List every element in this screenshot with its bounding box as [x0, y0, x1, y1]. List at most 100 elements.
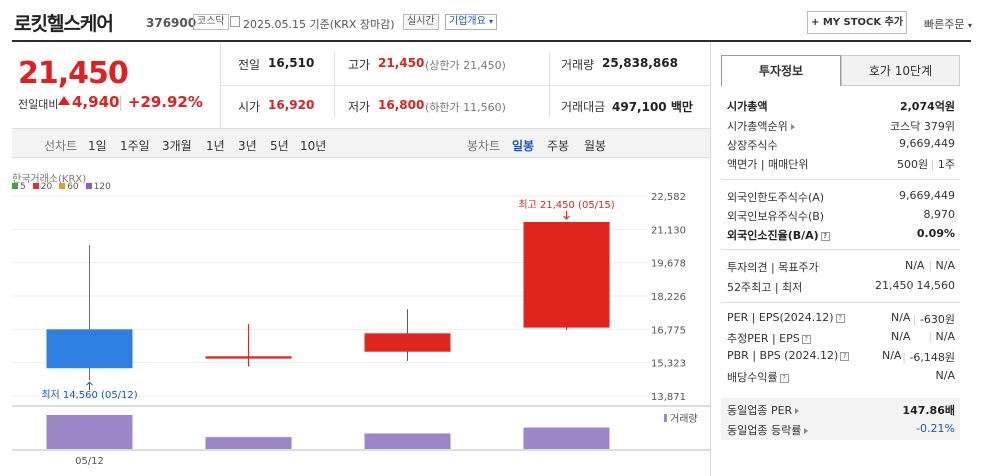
- w52-row: 52주최고 | 최저 21,450 | 14,560: [727, 279, 955, 294]
- volume-label: 거래량: [561, 58, 595, 72]
- tab-invest-info[interactable]: 투자정보: [721, 55, 841, 86]
- amount-value: 497,100 백만: [612, 100, 693, 114]
- current-price: 21,450: [18, 56, 129, 91]
- divider: [721, 302, 960, 303]
- candle-chart[interactable]: 22,582 21,130 19,678 18,226 16,775 15,323 13,8…: [0, 160, 710, 476]
- legend-item-5: 5: [12, 182, 26, 192]
- candle-daily[interactable]: 일봉: [512, 139, 535, 153]
- high-annotation: 최고 21,450 (05/15): [518, 199, 614, 211]
- amount-label: 거래대금: [561, 100, 606, 114]
- chart-title: 한국거래소(KRX): [12, 174, 87, 185]
- est-per-row: 추정PER | EPS? N/A | N/A: [727, 330, 955, 345]
- divider: [721, 249, 960, 250]
- mystock-add-button[interactable]: + MY STOCK 추가: [807, 11, 907, 34]
- shares-row: 상장주식수 9,669,449: [727, 137, 955, 152]
- change-rate: | +29.92%: [118, 93, 203, 111]
- open-label: 시가: [238, 100, 261, 114]
- pbr-row: PBR | BPS (2024.12)? N/A | -6,148원: [727, 349, 955, 364]
- foreign-hold-row: 외국인보유주식수(B) 8,970: [727, 208, 955, 223]
- period-5y[interactable]: 5년: [270, 139, 289, 153]
- chevron-right-icon: [804, 428, 809, 434]
- per-row: PER | EPS(2024.12)? N/A | -630원: [727, 311, 955, 326]
- volume-legend-swatch: [664, 414, 667, 422]
- cap-rank-row[interactable]: 시가총액순위 코스닥 379위: [727, 120, 955, 133]
- upper-limit: (상한가 21,450): [425, 59, 506, 72]
- divider: [710, 42, 711, 476]
- help-icon[interactable]: ?: [820, 231, 830, 241]
- arrow-down-icon: [563, 210, 570, 220]
- sector-box: [721, 398, 960, 440]
- stock-code: 376900: [146, 16, 197, 30]
- candle-body: [523, 221, 610, 328]
- help-icon[interactable]: ?: [840, 351, 850, 361]
- help-icon[interactable]: ?: [801, 334, 811, 344]
- high-label: 고가: [348, 58, 371, 72]
- y-tick-label: 16,775: [651, 325, 686, 336]
- quick-order-button[interactable]: 빠른주문 ▾: [924, 18, 972, 31]
- dividend-row: 배당수익률? N/A: [727, 369, 955, 384]
- chevron-down-icon: ▾: [967, 21, 972, 30]
- period-3y[interactable]: 3년: [238, 139, 257, 153]
- opinion-row: 투자의견 | 목표주가 N/A | N/A: [727, 259, 955, 274]
- arrow-up-icon: [58, 96, 70, 105]
- period-1d[interactable]: 1일: [88, 139, 107, 153]
- change-value: 4,940: [72, 93, 120, 111]
- prev-label: 전일: [238, 58, 261, 72]
- change-label: 전일대비: [18, 98, 59, 111]
- y-tick-label: 21,130: [651, 225, 686, 236]
- realtime-badge[interactable]: 실시간: [403, 14, 439, 30]
- par-row: 액면가 | 매매단위 500원 | 1주: [727, 158, 955, 171]
- period-1w[interactable]: 1주일: [120, 139, 150, 153]
- date-text: 2025.05.15 기준(KRX 장마감): [243, 18, 395, 31]
- candle-monthly[interactable]: 월봉: [584, 139, 607, 153]
- panel-tabs: 투자정보 호가 10단계: [721, 55, 960, 86]
- arrow-up-icon: [86, 381, 93, 391]
- period-bar: 선차트 1일 1주일 3개월 1년 3년 5년 10년 봉차트 일봉 주봉 월봉: [12, 128, 710, 158]
- help-icon[interactable]: ?: [779, 373, 789, 383]
- header-divider: [12, 40, 971, 42]
- candle-body: [205, 356, 292, 359]
- period-3m[interactable]: 3개월: [162, 139, 192, 153]
- period-1y[interactable]: 1년: [206, 139, 225, 153]
- market-cap-row: 시가총액 2,074억원: [727, 100, 955, 113]
- legend-item-120: 120: [85, 182, 111, 192]
- y-tick-label: 18,226: [651, 292, 686, 303]
- y-tick-label: 19,678: [651, 259, 686, 270]
- sector-rate-row[interactable]: 동일업종 등락률 -0.21%: [727, 422, 955, 437]
- candle-body: [46, 329, 133, 369]
- volume-value: 25,838,868: [602, 56, 678, 70]
- candle-weekly[interactable]: 주봉: [547, 139, 570, 153]
- market-badge: 코스닥: [193, 14, 229, 30]
- chevron-right-icon: [790, 124, 795, 130]
- legend-item-60: 60: [59, 182, 79, 192]
- divider: [721, 179, 960, 180]
- open-value: 16,920: [268, 98, 315, 112]
- volume-bar: [46, 414, 133, 449]
- help-icon[interactable]: ?: [835, 313, 845, 323]
- prev-value: 16,510: [268, 56, 315, 70]
- chevron-right-icon: [795, 408, 800, 414]
- lower-limit: (하한가 11,560): [425, 101, 506, 114]
- y-tick-label: 13,871: [651, 392, 686, 403]
- foreign-rate-row: 외국인소진율(B/A)? 0.09%: [727, 227, 955, 242]
- divider: [220, 85, 710, 86]
- line-chart-label: 선차트: [44, 139, 78, 153]
- high-value: 21,450: [378, 56, 425, 70]
- volume-bar: [205, 437, 292, 449]
- volume-bar: [523, 427, 610, 449]
- chart-legend: 5 20 60 120: [12, 182, 118, 192]
- x-tick-label: 05/12: [75, 456, 104, 467]
- low-annotation: 최저 14,560 (05/12): [41, 389, 137, 401]
- company-name: 로킷헬스케어: [14, 13, 114, 35]
- candle-chart-label: 봉차트: [467, 139, 501, 153]
- sector-per-row[interactable]: 동일업종 PER 147.86배: [727, 404, 955, 417]
- low-label: 저가: [348, 100, 371, 114]
- calendar-icon: [230, 16, 240, 27]
- chevron-down-icon: ▾: [489, 17, 494, 26]
- low-value: 16,800: [378, 98, 425, 112]
- y-tick-label: 22,582: [651, 192, 686, 203]
- period-10y[interactable]: 10년: [300, 139, 327, 153]
- company-info-button[interactable]: 기업개요 ▾: [445, 14, 498, 30]
- foreign-limit-row: 외국인한도주식수(A) 9,669,449: [727, 189, 955, 204]
- tab-orderbook[interactable]: 호가 10단계: [841, 55, 960, 86]
